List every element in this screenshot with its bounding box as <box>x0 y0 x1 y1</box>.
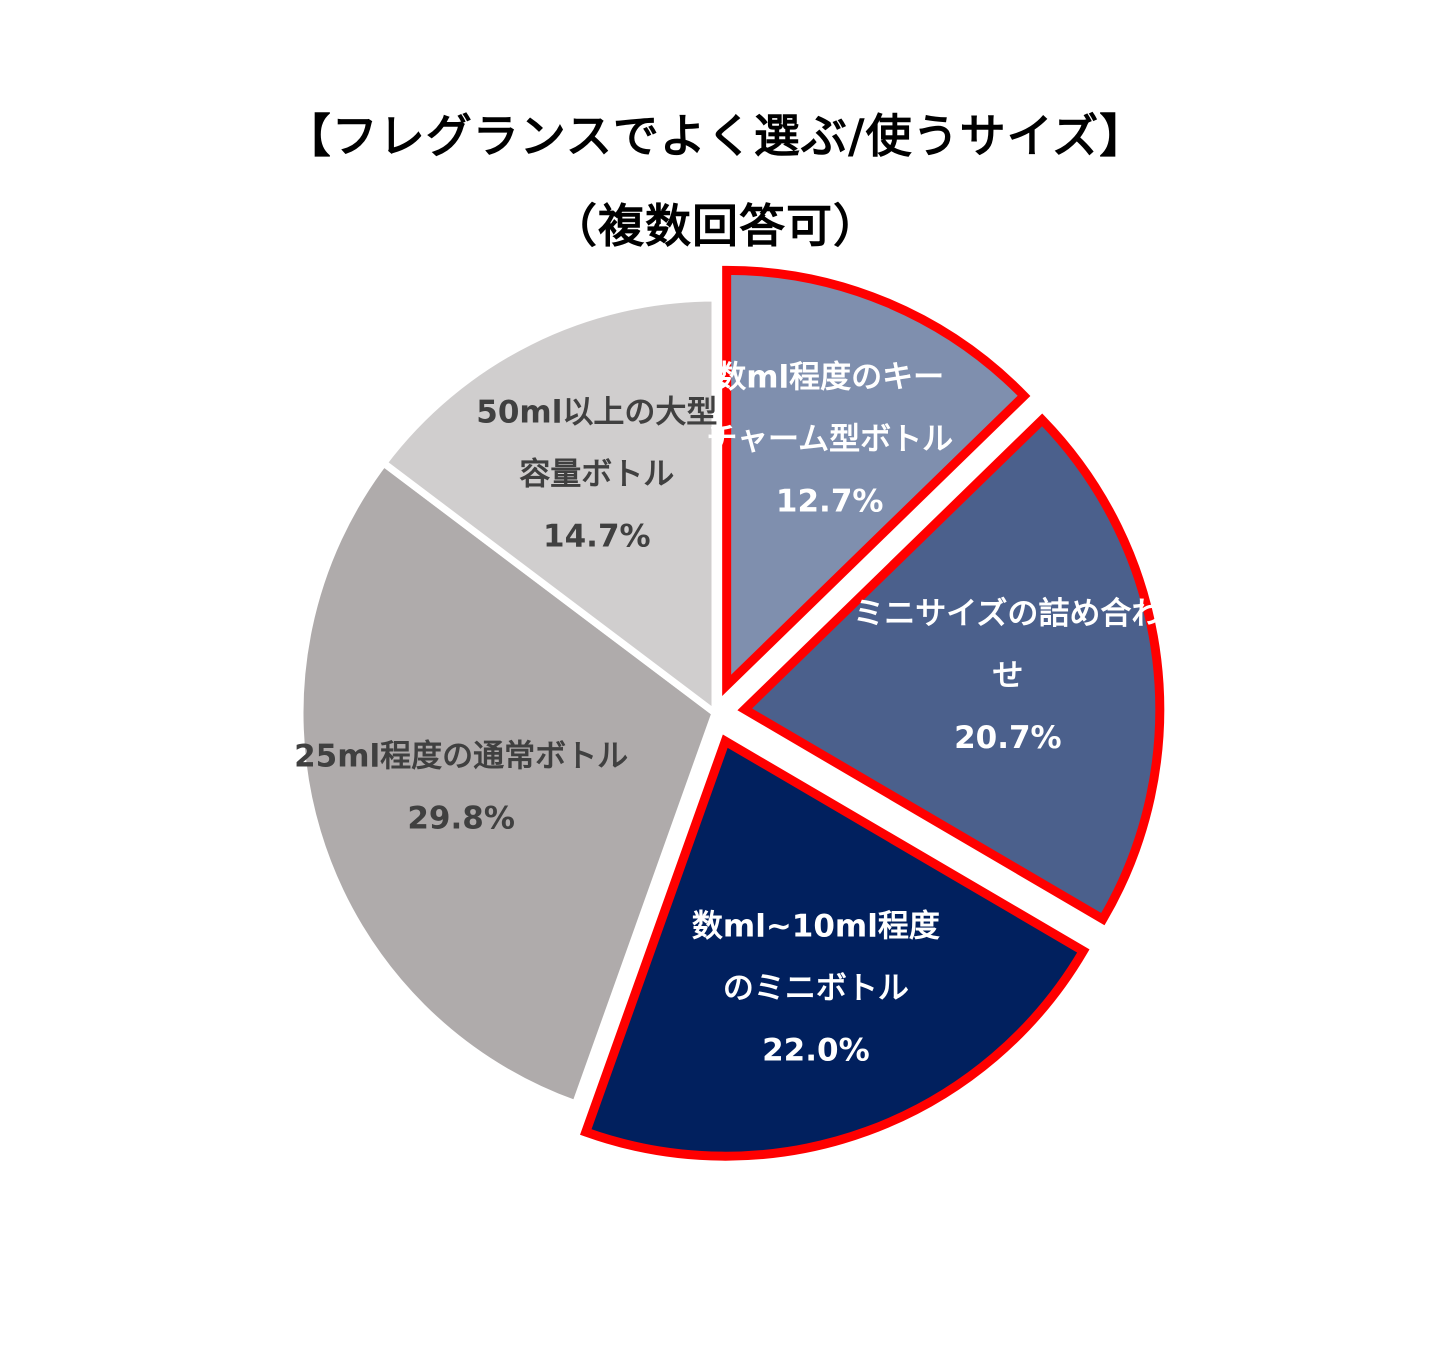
slice-category-label-5-line-1: 50ml以上の大型 <box>476 394 717 430</box>
slice-category-label-1-line-1: 数ml程度のキー <box>715 360 944 396</box>
slice-category-label-2-line-2: せ <box>992 658 1023 694</box>
slice-category-label-3-line-2: のミニボトル <box>723 971 909 1007</box>
slice-category-label-1-line-2: チャーム型ボトル <box>706 422 953 458</box>
slice-value-label-1: 12.7% <box>776 484 884 520</box>
slice-category-label-4-line-1: 25ml程度の通常ボトル <box>294 739 628 775</box>
pie-slice-2 <box>737 413 1165 926</box>
pie-slice-1 <box>722 265 1031 697</box>
pie-slice-4 <box>296 459 719 1108</box>
slice-category-label-5-line-2: 容量ボトル <box>519 456 674 492</box>
chart-title-line-2: （複数回答可） <box>551 199 880 253</box>
slice-category-label-2-line-1: ミニサイズの詰め合わ <box>853 596 1162 632</box>
chart-title-line-1: 【フレグランスでよく選ぶ/使うサイズ】 <box>284 109 1147 163</box>
pie-slice-5 <box>380 294 719 717</box>
pie-slice-3 <box>580 734 1090 1161</box>
slice-value-label-3: 22.0% <box>762 1033 870 1069</box>
slice-value-label-5: 14.7% <box>543 518 651 554</box>
slice-value-label-4: 29.8% <box>407 801 515 837</box>
slice-value-label-2: 20.7% <box>954 720 1062 756</box>
slice-category-label-3-line-1: 数ml~10ml程度 <box>692 909 940 945</box>
